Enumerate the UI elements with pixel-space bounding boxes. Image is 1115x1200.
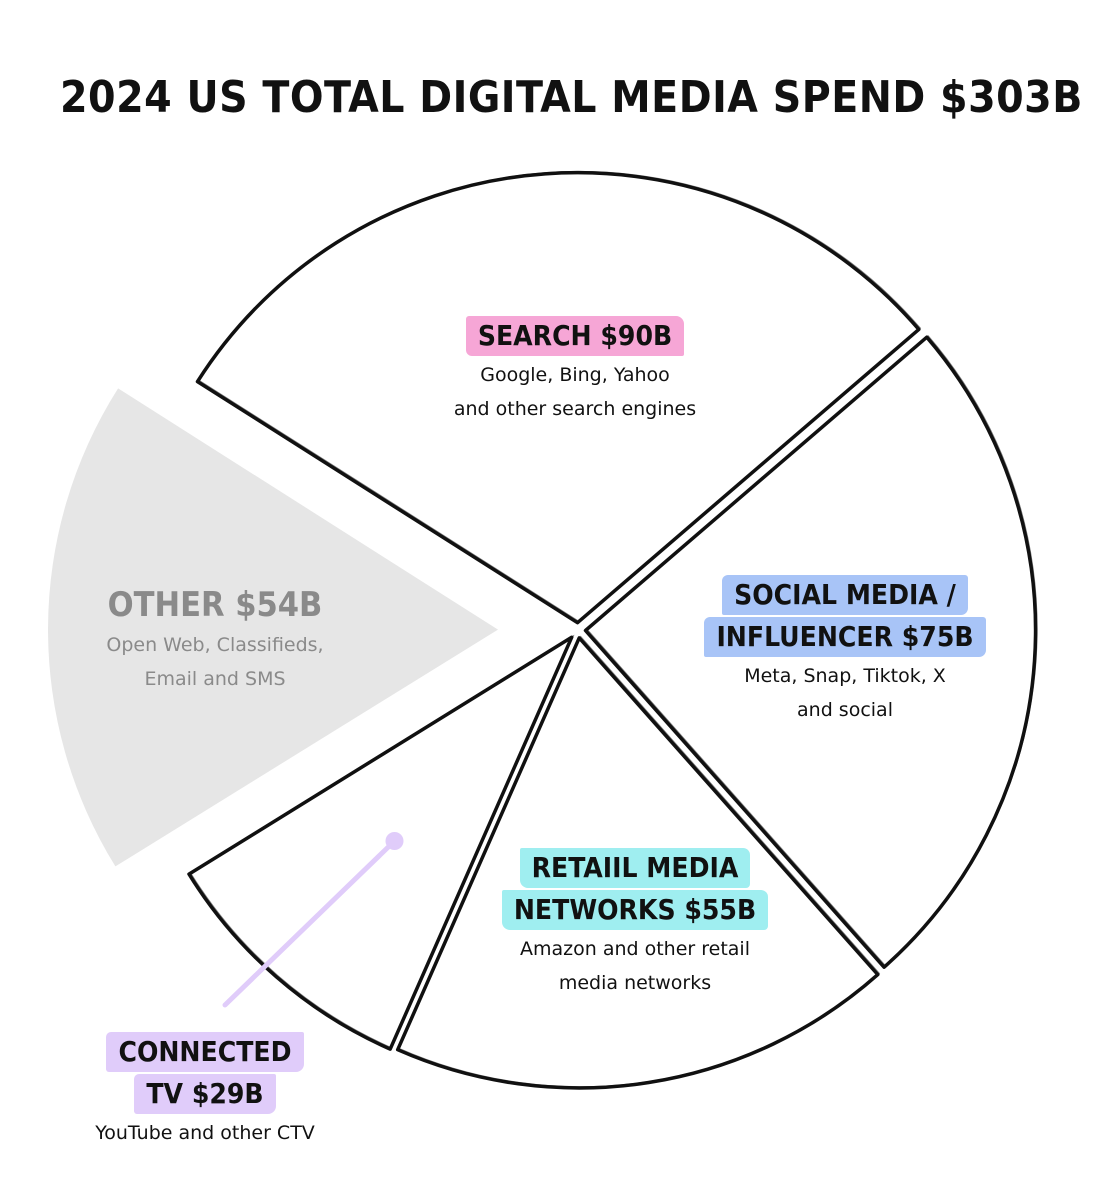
label-social: SOCIAL MEDIA / INFLUENCER $75B Meta, Sna… [680, 575, 1010, 727]
desc-social-line-1: Meta, Snap, Tiktok, X [744, 665, 946, 687]
desc-retail-line-1: Amazon and other retail [519, 938, 750, 960]
label-retail-line-1: RETAIIL MEDIA [519, 848, 751, 888]
label-ctv-line-1: CONNECTED [106, 1032, 304, 1072]
desc-social-line-2: and social [797, 699, 893, 721]
desc-ctv-line-1: YouTube and other CTV [95, 1122, 315, 1144]
label-ctv-line-2: TV $29B [134, 1074, 276, 1114]
ctv-pointer-dot [385, 832, 404, 850]
label-retail-line-2: NETWORKS $55B [501, 890, 769, 930]
pie-slice-ctv-sketch [189, 634, 575, 1049]
ctv-pointer-line [222, 838, 397, 1008]
label-social-line-1: SOCIAL MEDIA / [722, 575, 968, 615]
pie-slice-other [48, 388, 498, 867]
label-ctv: CONNECTED TV $29B YouTube and other CTV [60, 1032, 350, 1150]
pie-slice-social-sketch [586, 335, 1038, 967]
label-retail: RETAIIL MEDIA NETWORKS $55B Amazon and o… [480, 848, 790, 1000]
label-other: OTHER $54B Open Web, Classifieds, Email … [70, 582, 360, 696]
desc-other-line-2: Email and SMS [144, 668, 286, 690]
desc-search-line-1: Google, Bing, Yahoo [480, 364, 670, 386]
label-social-line-2: INFLUENCER $75B [704, 617, 986, 657]
label-search-line-1: SEARCH $90B [465, 316, 685, 356]
pie-slice-search-sketch [198, 170, 922, 623]
label-other-line-1: OTHER $54B [107, 585, 323, 625]
label-search: SEARCH $90B Google, Bing, Yahoo and othe… [415, 316, 735, 426]
chart-title: 2024 US TOTAL DIGITAL MEDIA SPEND $303B [60, 72, 1083, 123]
desc-other-line-1: Open Web, Classifieds, [106, 634, 324, 656]
desc-retail-line-2: media networks [558, 972, 712, 994]
pie-slice-retail-sketch [398, 635, 881, 1088]
desc-search-line-2: and other search engines [453, 398, 697, 420]
